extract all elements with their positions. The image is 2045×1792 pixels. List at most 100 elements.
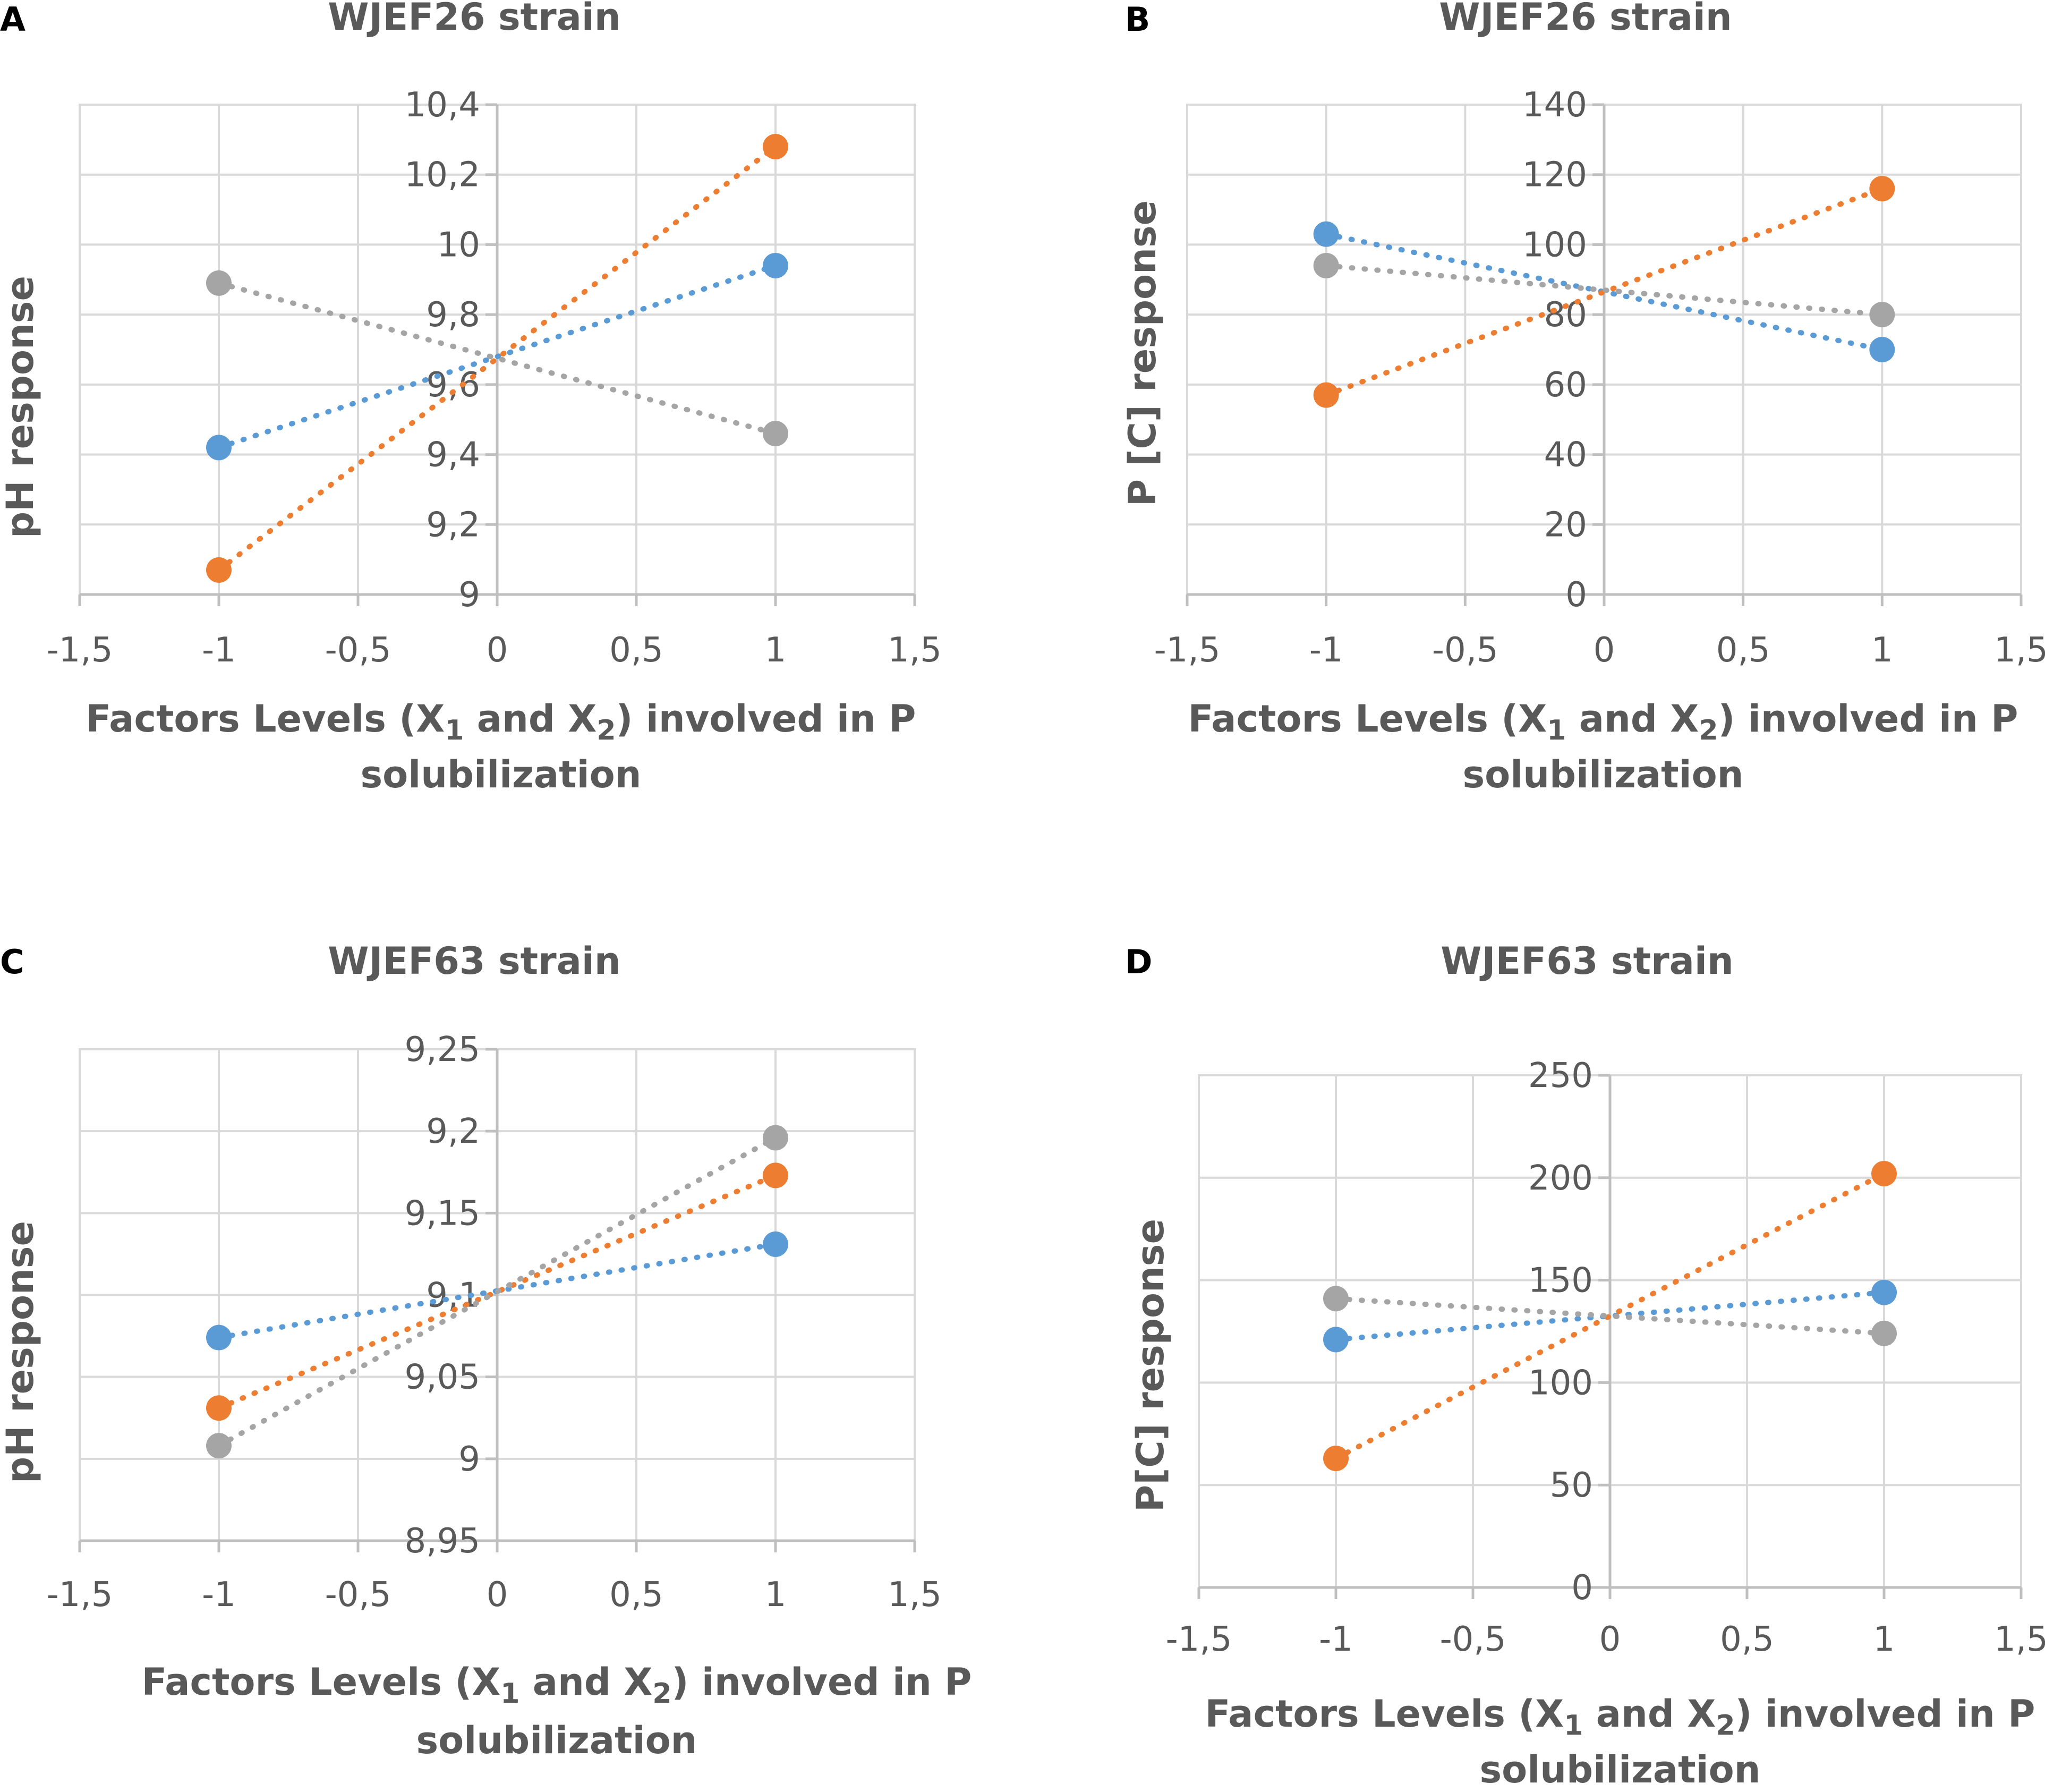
x-tick-label: 1: [765, 631, 787, 670]
y-tick-label: 40: [1544, 436, 1587, 475]
series-line-blue: [1333, 1289, 1887, 1343]
series-line-gray: [216, 1135, 778, 1449]
x-tick-label: 0: [487, 1575, 508, 1615]
y-tick-label: 140: [1522, 86, 1587, 125]
x-tick-label: -1,5: [1154, 631, 1221, 670]
chart-title: WJEF63 strain: [328, 939, 620, 983]
series-line-gray: [1323, 262, 1885, 318]
x-tick-label: 0: [1599, 1620, 1621, 1659]
x-tick-label: 1,5: [888, 1575, 942, 1615]
data-point-orange: [763, 1162, 788, 1188]
y-axis-title: P[C] response: [1129, 1219, 1172, 1512]
y-tick-label: 150: [1528, 1261, 1593, 1301]
y-tick-label: 50: [1550, 1466, 1593, 1505]
x-axis-title: Factors Levels (X1 and X2) involved in P: [86, 697, 916, 746]
x-tick-label: -1: [202, 1575, 236, 1615]
panel-label: D: [1125, 942, 1152, 981]
y-tick-label: 9: [458, 575, 480, 615]
y-tick-label: 100: [1522, 225, 1587, 265]
y-axis-title: P [C] response: [1121, 200, 1164, 506]
series-line-orange: [216, 144, 778, 573]
x-tick-label: 0,5: [1716, 631, 1770, 670]
data-point-blue: [1869, 337, 1895, 362]
data-point-blue: [1871, 1279, 1897, 1305]
x-tick-label: 0: [1594, 631, 1615, 670]
x-tick-label: 1: [1871, 631, 1893, 670]
data-point-gray: [206, 270, 232, 296]
x-tick-label: 0: [487, 631, 508, 670]
data-point-blue: [206, 1324, 232, 1351]
data-point-gray: [763, 1125, 788, 1151]
y-tick-label: 9,15: [405, 1194, 481, 1233]
data-point-blue: [206, 435, 232, 461]
chart-title: WJEF26 strain: [328, 0, 620, 39]
x-tick-label: -1: [1309, 631, 1343, 670]
x-tick-label: -1,5: [47, 631, 113, 670]
x-axis-title: Factors Levels (X1 and X2) involved in P: [1205, 1692, 2035, 1742]
x-axis-title-line2: solubilization: [1462, 753, 1743, 796]
chart-title: WJEF26 strain: [1439, 0, 1732, 39]
x-axis-title-line2: solubilization: [1479, 1748, 1760, 1789]
y-tick-label: 20: [1544, 505, 1587, 545]
x-tick-label: 1,5: [888, 631, 942, 670]
y-tick-label: 100: [1528, 1363, 1593, 1403]
y-tick-label: 9: [458, 1440, 480, 1479]
x-tick-label: -1,5: [1166, 1620, 1232, 1659]
data-point-blue: [1313, 221, 1339, 247]
x-tick-label: 0,5: [1720, 1620, 1774, 1659]
chart-panel-c: C WJEF63 strain8,9599,059,19,159,29,25-1,…: [0, 939, 972, 1762]
y-tick-label: 9,6: [426, 366, 480, 405]
x-axis-title: Factors Levels (X1 and X2) involved in P: [142, 1660, 972, 1710]
y-axis-title: pH response: [0, 1221, 42, 1483]
series-line-gray: [1333, 1296, 1887, 1336]
y-tick-label: 8,95: [405, 1522, 481, 1561]
y-tick-label: 60: [1544, 366, 1587, 405]
x-tick-label: 0,5: [609, 631, 663, 670]
data-point-orange: [763, 134, 788, 160]
x-tick-label: 1: [765, 1575, 787, 1615]
data-point-orange: [1323, 1446, 1349, 1472]
y-axis-title: pH response: [0, 276, 42, 538]
chart-panel-a: A WJEF26 strain99,29,49,69,81010,210,4-1,…: [0, 0, 942, 796]
x-tick-label: 1: [1873, 1620, 1895, 1659]
data-point-blue: [763, 252, 788, 278]
x-tick-label: -1,5: [47, 1575, 113, 1615]
x-tick-label: 0,5: [609, 1575, 663, 1615]
y-tick-label: 10,2: [405, 156, 481, 195]
series-line-orange: [216, 1173, 778, 1411]
data-point-orange: [206, 557, 232, 583]
y-tick-label: 200: [1528, 1159, 1593, 1198]
x-tick-label: -1: [202, 631, 236, 670]
y-tick-label: 9,25: [405, 1030, 481, 1069]
y-tick-label: 120: [1522, 156, 1587, 195]
panel-label: C: [0, 942, 24, 981]
y-tick-label: 10: [437, 225, 480, 265]
x-axis-title-line2: solubilization: [360, 753, 641, 796]
y-tick-label: 9,2: [426, 1112, 480, 1151]
x-axis-title-line2: solubilization: [416, 1719, 697, 1762]
panel-label: B: [1125, 0, 1150, 39]
series-line-orange: [1333, 1171, 1887, 1462]
x-tick-label: -0,5: [1440, 1620, 1506, 1659]
y-tick-label: 0: [1571, 1568, 1593, 1608]
y-tick-label: 9,05: [405, 1358, 481, 1397]
x-tick-label: 1,5: [1994, 631, 2045, 670]
data-point-gray: [206, 1433, 232, 1459]
data-point-gray: [1871, 1320, 1897, 1346]
data-point-orange: [206, 1395, 232, 1421]
chart-title: WJEF63 strain: [1441, 939, 1733, 983]
chart-panel-d: D WJEF63 strain 0 50 100 150 200 250 -1,5 -1 -0,5 0…: [1125, 939, 2045, 1791]
data-point-gray: [1869, 302, 1895, 328]
series-line-blue: [216, 262, 778, 451]
data-point-gray: [1323, 1286, 1349, 1312]
y-tick-label: 9,2: [426, 505, 480, 545]
x-axis-title: Factors Levels (X1 and X2) involved in P: [1188, 697, 2018, 746]
y-tick-label: 9,4: [426, 436, 480, 475]
data-point-gray: [763, 421, 788, 447]
data-point-gray: [1313, 252, 1339, 278]
x-tick-label: -0,5: [325, 631, 391, 670]
data-point-orange: [1871, 1161, 1897, 1187]
y-tick-label: 0: [1565, 575, 1587, 615]
